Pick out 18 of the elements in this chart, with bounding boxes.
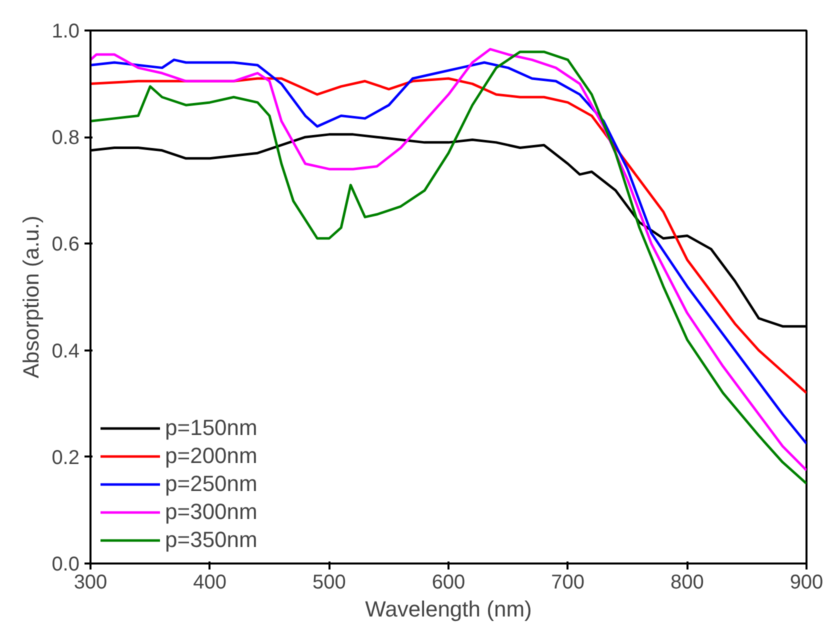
legend-label: p=250nm xyxy=(165,471,258,497)
x-tick-label: 700 xyxy=(551,572,585,594)
x-tick-label: 800 xyxy=(670,572,704,594)
x-tick-label: 900 xyxy=(790,572,824,594)
legend-label: p=200nm xyxy=(165,443,258,469)
legend-label: p=150nm xyxy=(165,415,258,441)
y-tick-label: 0.6 xyxy=(52,234,80,256)
legend-label: p=350nm xyxy=(165,527,258,553)
y-tick-label: 1.0 xyxy=(52,20,80,42)
y-tick-label: 0.4 xyxy=(52,340,80,362)
x-tick-label: 600 xyxy=(432,572,466,594)
y-axis-title: Absorption (a.u.) xyxy=(18,216,44,378)
x-tick-label: 500 xyxy=(312,572,346,594)
x-axis-title: Wavelength (nm) xyxy=(365,596,532,622)
legend-label: p=300nm xyxy=(165,499,258,525)
y-tick-label: 0.2 xyxy=(52,446,80,469)
x-tick-label: 400 xyxy=(193,572,227,594)
y-tick-label: 0.8 xyxy=(52,127,80,150)
